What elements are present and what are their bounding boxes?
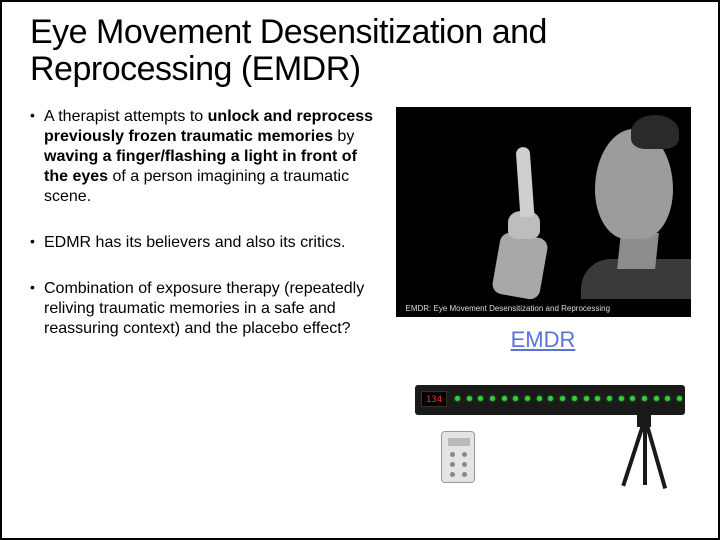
left-column: A therapist attempts to unlock and repro… [30, 107, 375, 491]
led-icon [654, 396, 659, 401]
tripod-leg [645, 424, 667, 489]
photo-finger [515, 146, 534, 217]
led-icon [467, 396, 472, 401]
led-icon [513, 396, 518, 401]
bullet-1-text-a: A therapist attempts to [44, 108, 208, 125]
led-icon [584, 396, 589, 401]
photo-forearm [490, 231, 548, 300]
led-icon [665, 396, 670, 401]
remote-button-icon [462, 472, 467, 477]
bullet-3: Combination of exposure therapy (repeate… [30, 279, 375, 339]
device-illustration: 134 [393, 371, 693, 491]
led-icon [607, 396, 612, 401]
led-icon [537, 396, 542, 401]
led-icon [619, 396, 624, 401]
led-icon [677, 396, 682, 401]
led-icon [502, 396, 507, 401]
bullet-1: A therapist attempts to unlock and repro… [30, 107, 375, 207]
remote-button-icon [462, 452, 467, 457]
led-icon [595, 396, 600, 401]
slide: Eye Movement Desensitization and Reproce… [0, 0, 720, 540]
led-icon [490, 396, 495, 401]
tripod-leg [643, 425, 647, 485]
remote-control [441, 431, 475, 483]
bullet-2: EDMR has its believers and also its crit… [30, 233, 375, 253]
lightbar: 134 [415, 385, 685, 415]
photo-face [595, 129, 673, 239]
remote-button-icon [450, 462, 455, 467]
slide-title: Eye Movement Desensitization and Reproce… [30, 14, 690, 89]
led-icon [642, 396, 647, 401]
led-icon [630, 396, 635, 401]
led-icon [478, 396, 483, 401]
bullet-1-text-b: by [333, 128, 354, 145]
led-icon [525, 396, 530, 401]
led-icon [548, 396, 553, 401]
led-icon [572, 396, 577, 401]
led-icon [560, 396, 565, 401]
therapy-photo: EMDR: Eye Movement Desensitization and R… [396, 107, 691, 317]
remote-button-icon [450, 452, 455, 457]
bullet-list: A therapist attempts to unlock and repro… [30, 107, 375, 339]
remote-button-icon [450, 472, 455, 477]
content-row: A therapist attempts to unlock and repro… [30, 107, 690, 491]
led-icon [455, 396, 460, 401]
remote-button-icon [462, 462, 467, 467]
photo-caption: EMDR: Eye Movement Desensitization and R… [406, 304, 611, 313]
right-column: EMDR: Eye Movement Desensitization and R… [393, 107, 693, 491]
device-display: 134 [421, 391, 447, 407]
tripod-leg [621, 424, 645, 486]
emdr-link[interactable]: EMDR [511, 327, 576, 353]
